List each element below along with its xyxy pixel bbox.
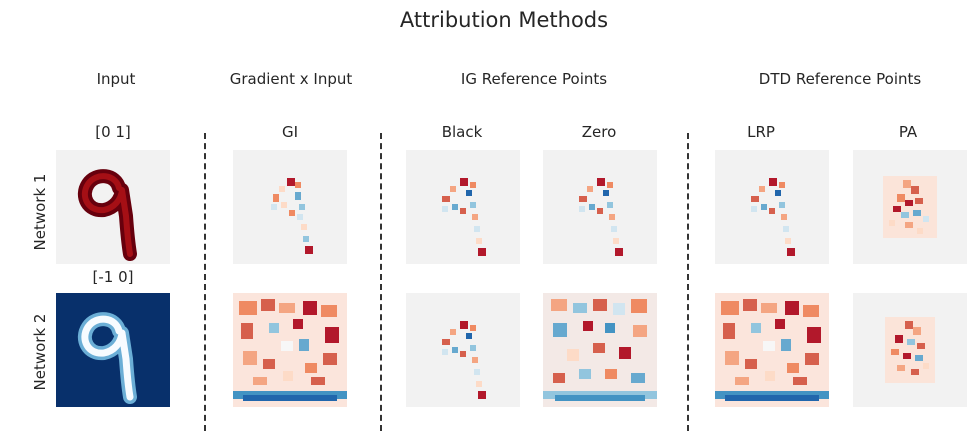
group-label-input: Input (96, 70, 136, 88)
column-label-gi: GI (281, 123, 299, 141)
row-label-network-2: Network 2 (31, 313, 49, 391)
group-label-dtd: DTD Reference Points (758, 70, 922, 88)
row-label-network-1: Network 1 (31, 173, 49, 251)
gi-map-network-2 (233, 293, 347, 407)
ig-black-map-network-1 (406, 150, 520, 264)
pa-map-network-1 (853, 150, 967, 264)
pa-map-network-2 (853, 293, 967, 407)
column-label-pa: PA (898, 123, 918, 141)
column-label-input-top: [0 1] (95, 123, 131, 141)
column-label-input-bottom: [-1 0] (92, 268, 134, 286)
column-label-zero: Zero (581, 123, 617, 141)
lrp-map-network-2 (715, 293, 829, 407)
gi-map-network-1 (233, 150, 347, 264)
ig-zero-map-network-2 (543, 293, 657, 407)
ig-zero-map-network-1 (543, 150, 657, 264)
divider-1 (204, 133, 206, 431)
group-label-gradient-input: Gradient x Input (229, 70, 353, 88)
column-label-lrp: LRP (747, 123, 775, 141)
input-digit-network-2 (56, 293, 170, 407)
group-label-ig: IG Reference Points (460, 70, 608, 88)
lrp-map-network-1 (715, 150, 829, 264)
divider-2 (380, 133, 382, 431)
input-digit-network-1 (56, 150, 170, 264)
figure-title: Attribution Methods (399, 8, 609, 32)
column-label-black: Black (441, 123, 483, 141)
ig-black-map-network-2 (406, 293, 520, 407)
divider-3 (687, 133, 689, 431)
